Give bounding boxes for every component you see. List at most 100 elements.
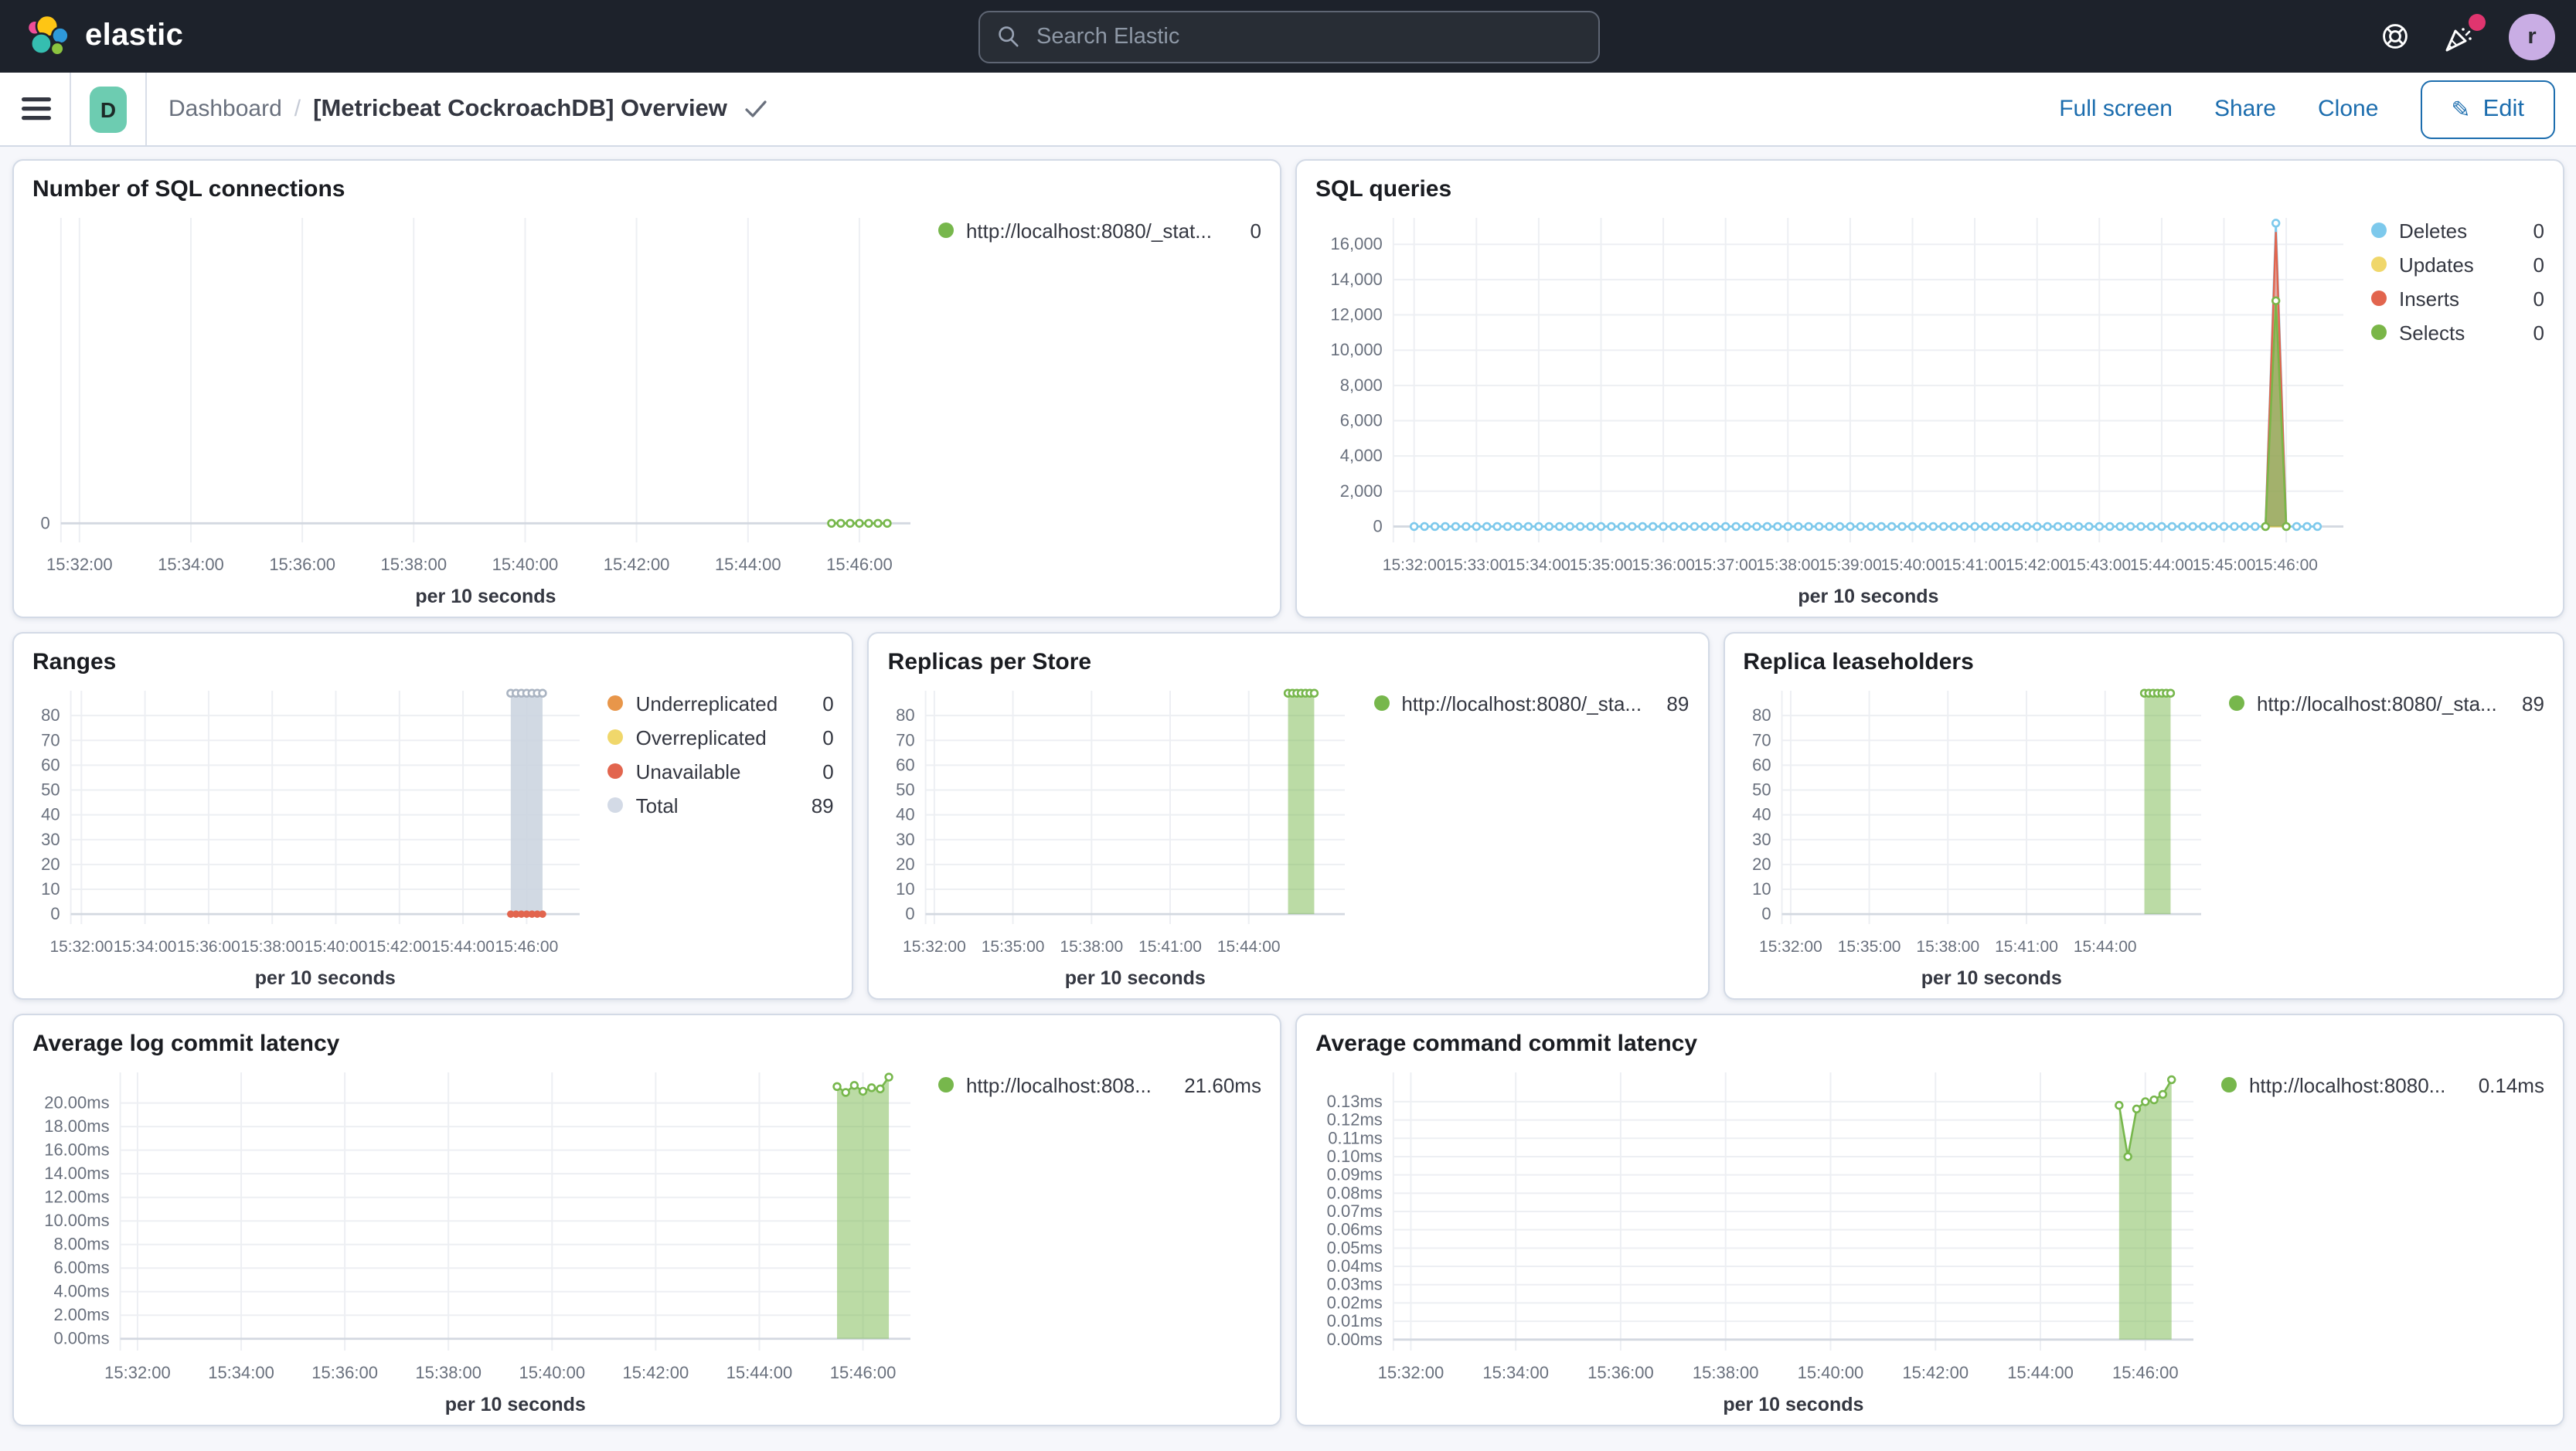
legend-value: 89: [811, 793, 834, 817]
legend-dot-icon: [2370, 223, 2387, 238]
svg-text:0: 0: [906, 904, 915, 923]
svg-text:15:35:00: 15:35:00: [1837, 938, 1901, 956]
svg-text:15:38:00: 15:38:00: [380, 555, 447, 574]
svg-text:10: 10: [1751, 879, 1770, 899]
page-title: [Metricbeat CockroachDB] Overview: [313, 95, 727, 121]
chart-plot[interactable]: 15:32:00 15:34:00 15:36:00 15:38:00 15:40:00…: [1315, 1060, 2212, 1419]
legend-item[interactable]: Underreplicated 0: [607, 686, 834, 720]
svg-text:10.00ms: 10.00ms: [44, 1211, 109, 1230]
legend-item[interactable]: Inserts 0: [2370, 281, 2544, 315]
user-avatar[interactable]: r: [2509, 13, 2555, 59]
chart-plot[interactable]: 15:32:00 15:35:00 15:38:00 15:41:00 15:44:00…: [1743, 678, 2220, 992]
svg-text:15:42:00: 15:42:00: [368, 938, 431, 956]
help-button[interactable]: [2380, 22, 2410, 51]
panel-title: Number of SQL connections: [32, 176, 345, 202]
svg-text:15:37:00: 15:37:00: [1694, 556, 1758, 574]
panel-title: Ranges: [32, 649, 117, 675]
legend-item[interactable]: Overreplicated 0: [607, 720, 834, 754]
clone-link[interactable]: Clone: [2318, 96, 2379, 122]
edit-button-label: Edit: [2482, 95, 2524, 121]
svg-text:40: 40: [897, 805, 915, 824]
legend-item[interactable]: Deletes 0: [2370, 213, 2544, 247]
breadcrumb-dashboard-link[interactable]: Dashboard: [168, 96, 282, 122]
svg-text:60: 60: [41, 755, 60, 774]
full-screen-link[interactable]: Full screen: [2059, 96, 2173, 122]
svg-text:70: 70: [897, 730, 915, 749]
svg-text:15:40:00: 15:40:00: [1881, 556, 1945, 574]
svg-text:0.05ms: 0.05ms: [1327, 1238, 1383, 1257]
svg-text:6.00ms: 6.00ms: [53, 1258, 109, 1277]
svg-text:15:35:00: 15:35:00: [982, 938, 1045, 956]
legend-item[interactable]: http://localhost:808... 21.60ms: [938, 1068, 1261, 1102]
svg-text:16,000: 16,000: [1330, 234, 1382, 253]
legend-item[interactable]: http://localhost:8080... 0.14ms: [2220, 1068, 2544, 1102]
svg-text:15:42:00: 15:42:00: [2006, 556, 2069, 574]
search-input[interactable]: [1033, 22, 1581, 50]
check-icon[interactable]: [746, 100, 767, 117]
legend-value: 0: [1250, 219, 1261, 242]
svg-text:15:32:00: 15:32:00: [104, 1363, 171, 1382]
svg-text:80: 80: [897, 705, 915, 725]
chart-plot[interactable]: 15:32:00 15:34:00 15:36:00 15:38:00 15:40:00…: [32, 206, 929, 610]
svg-text:15:36:00: 15:36:00: [177, 938, 240, 956]
svg-text:15:34:00: 15:34:00: [158, 555, 224, 574]
legend-value: 0.14ms: [2478, 1073, 2544, 1096]
chart-plot[interactable]: 15:32:00 15:35:00 15:38:00 15:41:00 15:44:00…: [888, 678, 1365, 992]
whats-new-button[interactable]: [2444, 13, 2486, 52]
legend-value: 89: [1666, 692, 1690, 715]
global-search[interactable]: [978, 10, 1599, 63]
svg-text:15:44:00: 15:44:00: [2130, 556, 2193, 574]
svg-text:0.01ms: 0.01ms: [1327, 1311, 1383, 1330]
edit-button[interactable]: ✎ Edit: [2420, 80, 2555, 138]
legend-label: Total: [635, 793, 679, 817]
svg-text:15:41:00: 15:41:00: [1994, 938, 2057, 956]
divider: [70, 73, 71, 145]
svg-text:0.04ms: 0.04ms: [1327, 1256, 1383, 1276]
legend-item[interactable]: http://localhost:8080/_sta... 89: [2228, 686, 2544, 720]
chart-plot[interactable]: 15:32:00 15:34:00 15:36:00 15:38:00 15:40:00…: [32, 1060, 929, 1419]
chart-plot[interactable]: 15:32:00 15:33:00 15:34:00 15:35:00 15:36:00…: [1315, 206, 2362, 610]
legend-item[interactable]: Selects 0: [2370, 315, 2544, 349]
svg-text:per 10 seconds: per 10 seconds: [1798, 586, 1938, 607]
svg-text:14,000: 14,000: [1330, 270, 1382, 289]
legend-label: http://localhost:8080...: [2248, 1073, 2446, 1096]
svg-text:0.11ms: 0.11ms: [1328, 1128, 1383, 1147]
legend-item[interactable]: http://localhost:8080/_stat... 0: [938, 213, 1261, 247]
panel-title: Average command commit latency: [1315, 1031, 1698, 1057]
svg-text:20: 20: [41, 855, 60, 874]
svg-text:20: 20: [1751, 855, 1770, 874]
chart-plot[interactable]: 15:32:00 15:34:00 15:36:00 15:38:00 15:40:00…: [32, 678, 599, 992]
svg-text:15:43:00: 15:43:00: [2067, 556, 2131, 574]
toolbar: D Dashboard / [Metricbeat CockroachDB] O…: [0, 73, 2576, 147]
breadcrumb: Dashboard / [Metricbeat CockroachDB] Ove…: [168, 95, 767, 123]
svg-text:0.13ms: 0.13ms: [1327, 1092, 1383, 1111]
svg-text:0.06ms: 0.06ms: [1327, 1220, 1383, 1239]
svg-text:15:36:00: 15:36:00: [311, 1363, 378, 1382]
space-badge[interactable]: D: [90, 86, 127, 132]
share-link[interactable]: Share: [2214, 96, 2276, 122]
legend-dot-icon: [607, 695, 624, 711]
svg-text:8,000: 8,000: [1340, 375, 1383, 395]
legend-item[interactable]: Updates 0: [2370, 247, 2544, 281]
legend-dot-icon: [1373, 695, 1390, 711]
svg-text:15:34:00: 15:34:00: [208, 1363, 274, 1382]
svg-text:per 10 seconds: per 10 seconds: [1723, 1394, 1863, 1415]
elastic-logo[interactable]: elastic: [22, 12, 183, 61]
legend-item[interactable]: http://localhost:8080/_sta... 89: [1373, 686, 1689, 720]
legend-dot-icon: [2370, 325, 2387, 340]
legend-value: 0: [2533, 219, 2544, 242]
menu-button[interactable]: [22, 97, 51, 121]
svg-text:80: 80: [1751, 705, 1770, 725]
legend-dot-icon: [607, 797, 624, 813]
svg-text:18.00ms: 18.00ms: [44, 1116, 109, 1136]
svg-text:per 10 seconds: per 10 seconds: [255, 967, 396, 989]
panel-avg-log-commit-latency: Average log commit latency 15:32:00 15:34…: [12, 1014, 1281, 1426]
svg-text:15:40:00: 15:40:00: [492, 555, 559, 574]
legend-label: Unavailable: [635, 759, 741, 783]
svg-text:per 10 seconds: per 10 seconds: [445, 1394, 586, 1415]
legend-dot-icon: [2370, 291, 2387, 306]
legend-item[interactable]: Unavailable 0: [607, 754, 834, 788]
legend-item[interactable]: Total 89: [607, 788, 834, 822]
legend-label: Overreplicated: [635, 726, 767, 749]
